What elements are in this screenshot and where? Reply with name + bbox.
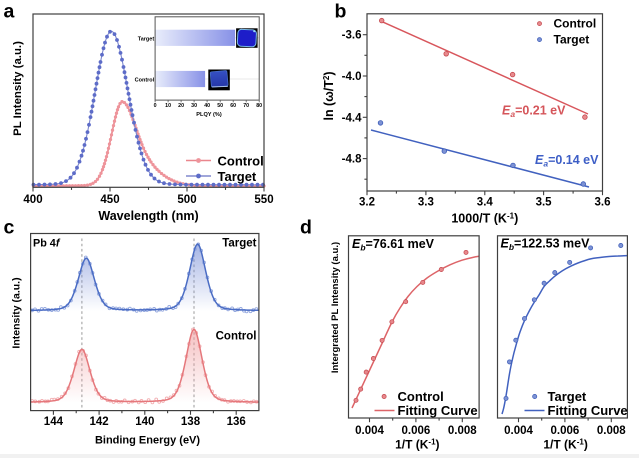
svg-text:-4.4: -4.4 [342, 112, 362, 124]
svg-text:a: a [4, 1, 15, 23]
svg-text:Control: Control [554, 16, 597, 30]
svg-text:50: 50 [217, 103, 223, 109]
svg-text:0.004: 0.004 [355, 425, 384, 437]
svg-text:-3.6: -3.6 [342, 30, 362, 42]
svg-text:3.3: 3.3 [418, 197, 434, 209]
svg-text:3.2: 3.2 [359, 197, 375, 209]
svg-text:1000/T (K-1): 1000/T (K-1) [451, 212, 518, 226]
svg-text:30: 30 [191, 103, 197, 109]
svg-text:PL Intensity (a.u.): PL Intensity (a.u.) [12, 41, 24, 136]
svg-text:142: 142 [90, 416, 109, 428]
svg-text:Control: Control [216, 331, 257, 343]
svg-text:80: 80 [256, 103, 262, 109]
svg-text:Target: Target [548, 389, 587, 404]
svg-text:Control: Control [135, 78, 155, 84]
svg-text:500: 500 [177, 194, 196, 206]
svg-text:Intergrated PL Intensity (a.u.: Intergrated PL Intensity (a.u.) [330, 242, 341, 373]
svg-text:0.006: 0.006 [551, 425, 580, 437]
svg-text:450: 450 [100, 194, 119, 206]
svg-text:-4.0: -4.0 [342, 71, 362, 83]
svg-text:Eb=122.53 meV: Eb=122.53 meV [501, 237, 591, 253]
svg-text:138: 138 [181, 416, 201, 428]
svg-text:70: 70 [243, 103, 249, 109]
svg-text:1/T (K-1): 1/T (K-1) [543, 438, 587, 452]
svg-text:c: c [4, 217, 15, 239]
svg-text:Target: Target [554, 32, 590, 46]
svg-text:0.008: 0.008 [448, 425, 477, 437]
svg-text:3.5: 3.5 [536, 197, 553, 209]
svg-text:0.008: 0.008 [597, 425, 626, 437]
svg-text:60: 60 [230, 103, 236, 109]
svg-text:3.6: 3.6 [595, 197, 611, 209]
svg-text:0.004: 0.004 [504, 425, 533, 437]
svg-text:Control: Control [218, 153, 264, 168]
svg-text:PLQY (%): PLQY (%) [196, 112, 222, 118]
svg-text:0: 0 [154, 103, 157, 109]
svg-text:3.4: 3.4 [477, 197, 494, 209]
svg-text:Eb=76.61 meV: Eb=76.61 meV [352, 237, 435, 253]
svg-text:10: 10 [165, 103, 171, 109]
svg-text:Binding Energy (eV): Binding Energy (eV) [95, 435, 200, 447]
svg-text:ln (ω/T2): ln (ω/T2) [322, 71, 336, 120]
svg-text:Fitting Curve: Fitting Curve [548, 403, 628, 418]
svg-text:20: 20 [178, 103, 184, 109]
svg-text:Ea=0.21 eV: Ea=0.21 eV [502, 104, 566, 120]
svg-text:144: 144 [44, 416, 64, 428]
svg-text:0.006: 0.006 [402, 425, 431, 437]
svg-text:Fitting Curve: Fitting Curve [398, 403, 478, 418]
svg-text:136: 136 [227, 416, 246, 428]
svg-text:Target: Target [218, 169, 257, 184]
svg-text:b: b [335, 1, 347, 23]
svg-text:d: d [300, 217, 312, 239]
svg-text:1/T (K-1): 1/T (K-1) [395, 438, 439, 452]
svg-text:Wavelength (nm): Wavelength (nm) [98, 209, 198, 223]
svg-text:Target: Target [138, 37, 155, 43]
svg-text:Control: Control [398, 389, 444, 404]
svg-text:Intensity (a.u.): Intensity (a.u.) [10, 277, 22, 348]
svg-text:Ea=0.14 eV: Ea=0.14 eV [535, 153, 599, 169]
svg-text:40: 40 [204, 103, 210, 109]
svg-text:550: 550 [254, 194, 273, 206]
svg-text:140: 140 [135, 416, 154, 428]
svg-text:400: 400 [23, 194, 42, 206]
svg-text:Target: Target [222, 238, 256, 250]
svg-text:-4.8: -4.8 [342, 154, 362, 166]
svg-text:Pb 4f: Pb 4f [33, 238, 61, 250]
